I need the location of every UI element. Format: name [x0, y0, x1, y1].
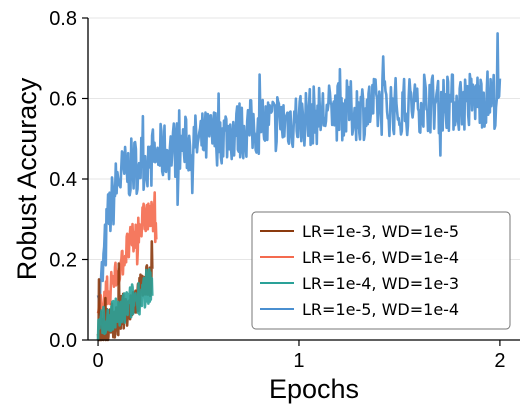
y-tick-label: 0.0	[49, 330, 77, 352]
y-tick-label: 0.2	[49, 250, 77, 272]
legend-label: LR=1e-4, WD=1e-3	[302, 274, 459, 293]
x-tick-label: 1	[293, 350, 304, 372]
legend-label: LR=1e-5, WD=1e-4	[302, 300, 459, 319]
tick-marks: 0.0 0.2 0.4 0.6 0.8 0 1 2	[49, 8, 505, 372]
y-tick-label: 0.6	[49, 89, 77, 111]
legend-label: LR=1e-6, WD=1e-4	[302, 248, 459, 267]
series-line-2	[96, 191, 158, 324]
y-tick-label: 0.8	[49, 8, 77, 30]
y-tick-label: 0.4	[49, 169, 77, 191]
y-axis-title: Robust Accuracy	[12, 77, 42, 280]
x-axis-title: Epochs	[269, 374, 359, 404]
legend: LR=1e-3, WD=1e-5 LR=1e-6, WD=1e-4 LR=1e-4,…	[251, 211, 511, 330]
legend-label: LR=1e-3, WD=1e-5	[302, 222, 459, 241]
legend-box	[251, 211, 511, 330]
x-tick-label: 2	[494, 350, 505, 372]
series-line-3	[96, 268, 154, 341]
x-tick-label: 0	[92, 350, 103, 372]
series-line-4	[96, 32, 502, 316]
plot-area	[96, 32, 502, 342]
